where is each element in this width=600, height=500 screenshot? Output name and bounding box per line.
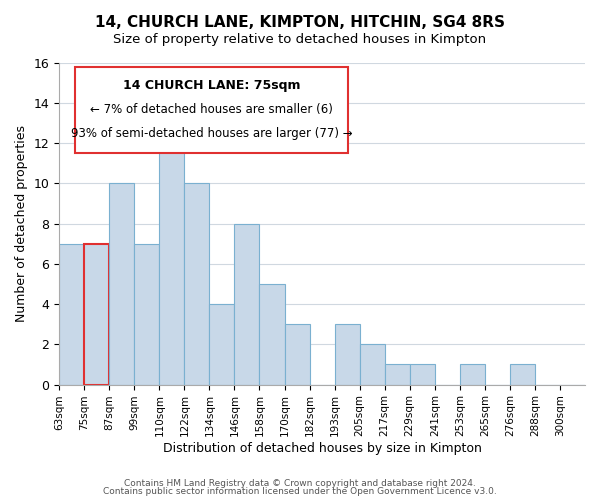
Bar: [359, 344, 385, 385]
Text: Contains public sector information licensed under the Open Government Licence v3: Contains public sector information licen…: [103, 487, 497, 496]
Bar: [160, 123, 184, 384]
Y-axis label: Number of detached properties: Number of detached properties: [15, 125, 28, 322]
Text: 93% of semi-detached houses are larger (77) →: 93% of semi-detached houses are larger (…: [71, 127, 352, 140]
Bar: [460, 364, 485, 384]
Bar: [59, 244, 84, 384]
Bar: [510, 364, 535, 384]
Text: 14, CHURCH LANE, KIMPTON, HITCHIN, SG4 8RS: 14, CHURCH LANE, KIMPTON, HITCHIN, SG4 8…: [95, 15, 505, 30]
Bar: [134, 244, 160, 384]
Bar: [284, 324, 310, 384]
Bar: [235, 224, 259, 384]
Bar: [209, 304, 235, 384]
X-axis label: Distribution of detached houses by size in Kimpton: Distribution of detached houses by size …: [163, 442, 482, 455]
Bar: [109, 184, 134, 384]
Bar: [335, 324, 359, 384]
Bar: [84, 244, 109, 384]
Text: 14 CHURCH LANE: 75sqm: 14 CHURCH LANE: 75sqm: [123, 78, 301, 92]
Bar: [385, 364, 410, 384]
Text: Contains HM Land Registry data © Crown copyright and database right 2024.: Contains HM Land Registry data © Crown c…: [124, 478, 476, 488]
Text: Size of property relative to detached houses in Kimpton: Size of property relative to detached ho…: [113, 32, 487, 46]
Bar: [184, 184, 209, 384]
Bar: [410, 364, 435, 384]
Text: ← 7% of detached houses are smaller (6): ← 7% of detached houses are smaller (6): [90, 103, 333, 116]
Bar: [259, 284, 284, 384]
FancyBboxPatch shape: [75, 68, 349, 152]
